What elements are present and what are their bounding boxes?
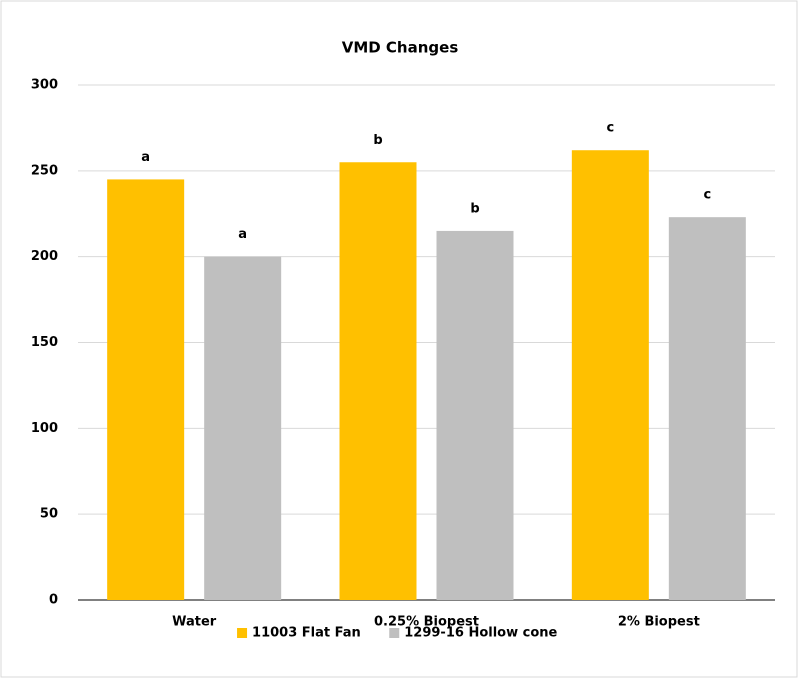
bar-annotation: b [373, 133, 382, 148]
x-tick-label: 2% Biopest [618, 615, 700, 630]
y-tick-label: 50 [40, 507, 58, 522]
chart-title: VMD Changes [342, 39, 459, 57]
bar-annotation: c [606, 121, 614, 136]
x-tick-label: 0.25% Biopest [374, 615, 479, 630]
bar-annotation: a [141, 150, 150, 165]
legend-label: 1299-16 Hollow cone [404, 626, 557, 641]
bar-annotation: b [470, 201, 479, 216]
bar [204, 256, 282, 600]
x-tick-label: Water [172, 615, 217, 630]
y-tick-label: 100 [31, 421, 58, 436]
y-tick-label: 250 [31, 163, 58, 178]
legend-swatch [237, 628, 248, 638]
y-tick-label: 150 [31, 335, 58, 350]
bar [339, 162, 417, 600]
bar-annotation: a [238, 227, 247, 242]
bar [571, 150, 649, 600]
y-tick-label: 300 [31, 78, 58, 93]
y-tick-label: 200 [31, 249, 58, 264]
bar-annotation: c [703, 188, 711, 203]
bar [436, 230, 514, 600]
bar [668, 217, 746, 600]
y-tick-label: 0 [49, 593, 58, 608]
legend-label: 11003 Flat Fan [252, 626, 361, 641]
legend-swatch [389, 628, 400, 638]
bar [107, 179, 185, 600]
